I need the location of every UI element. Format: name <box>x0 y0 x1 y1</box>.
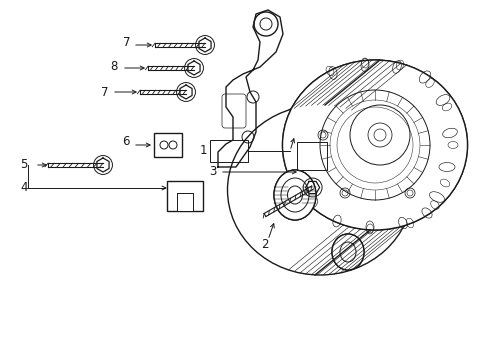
Text: 3: 3 <box>209 166 217 179</box>
Text: 7: 7 <box>122 36 130 49</box>
Ellipse shape <box>273 170 315 220</box>
Text: 2: 2 <box>261 238 268 252</box>
Text: 6: 6 <box>122 135 130 148</box>
Text: 8: 8 <box>110 59 118 72</box>
Bar <box>209 140 247 162</box>
Bar <box>154 133 182 157</box>
Text: 4: 4 <box>20 181 27 194</box>
Bar <box>177 193 193 211</box>
Text: 1: 1 <box>199 144 206 157</box>
Text: 7: 7 <box>101 85 108 99</box>
Text: 5: 5 <box>20 158 27 171</box>
Ellipse shape <box>331 234 363 270</box>
Bar <box>296 142 326 170</box>
Bar <box>167 181 203 211</box>
Ellipse shape <box>282 60 467 230</box>
